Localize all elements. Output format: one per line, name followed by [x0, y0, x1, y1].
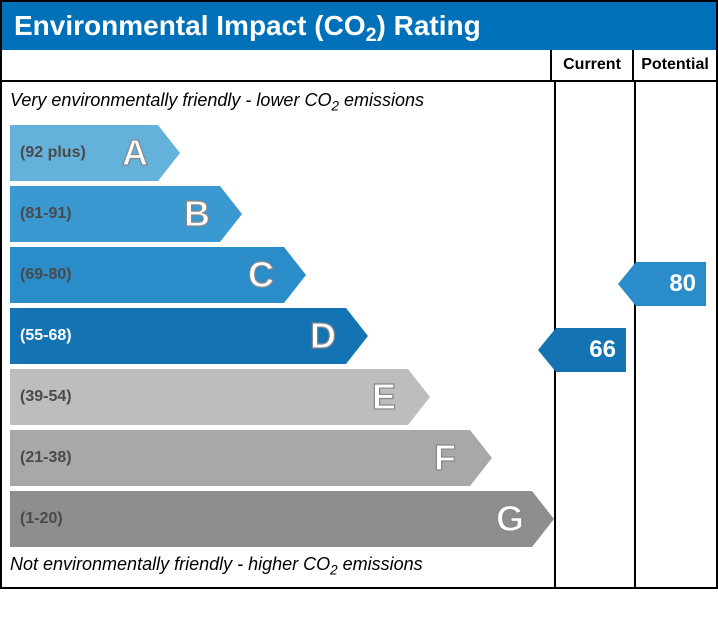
caption-top: Very environmentally friendly - lower CO…: [2, 88, 554, 120]
potential-column: 80: [636, 82, 716, 587]
band-range: (1-20): [20, 510, 63, 528]
body-row: Very environmentally friendly - lower CO…: [2, 82, 716, 587]
band-range: (69-80): [20, 266, 72, 284]
eir-chart: Environmental Impact (CO2) Rating Curren…: [0, 0, 718, 589]
band-letter: G: [496, 498, 524, 540]
band-range: (55-68): [20, 327, 72, 345]
band-range: (81-91): [20, 205, 72, 223]
band-letter: D: [310, 315, 336, 357]
band-letter: F: [434, 437, 456, 479]
band-g: (1-20) G: [10, 491, 554, 547]
caption-bottom: Not environmentally friendly - higher CO…: [2, 552, 554, 584]
potential-arrow: 80: [618, 262, 706, 306]
band-a: (92 plus) A: [10, 125, 554, 181]
band-letter: B: [184, 193, 210, 235]
band-range: (21-38): [20, 449, 72, 467]
current-arrow-value: 66: [589, 336, 616, 364]
title-prefix: Environmental Impact (CO: [14, 10, 366, 41]
bars-area: Very environmentally friendly - lower CO…: [2, 82, 556, 587]
header-current: Current: [552, 50, 634, 80]
band-shape: [10, 369, 430, 425]
current-column: 66: [556, 82, 636, 587]
title-sub: 2: [366, 24, 377, 46]
band-c: (69-80) C: [10, 247, 554, 303]
band-range: (92 plus): [20, 144, 86, 162]
title-suffix: ) Rating: [377, 10, 481, 41]
band-shape: [10, 491, 554, 547]
band-letter: E: [372, 376, 396, 418]
bands-container: (92 plus) A (81-91) B (69-80) C (55-68) D (39-54…: [2, 125, 554, 547]
chart-title: Environmental Impact (CO2) Rating: [2, 2, 716, 50]
header-spacer: [2, 50, 552, 80]
header-row: Current Potential: [2, 50, 716, 82]
potential-arrow-value: 80: [669, 270, 696, 298]
band-range: (39-54): [20, 388, 72, 406]
band-d: (55-68) D: [10, 308, 554, 364]
band-b: (81-91) B: [10, 186, 554, 242]
band-shape: [10, 430, 492, 486]
band-letter: A: [122, 132, 148, 174]
band-f: (21-38) F: [10, 430, 554, 486]
current-arrow: 66: [538, 328, 626, 372]
band-e: (39-54) E: [10, 369, 554, 425]
header-potential: Potential: [634, 50, 716, 80]
band-letter: C: [248, 254, 274, 296]
